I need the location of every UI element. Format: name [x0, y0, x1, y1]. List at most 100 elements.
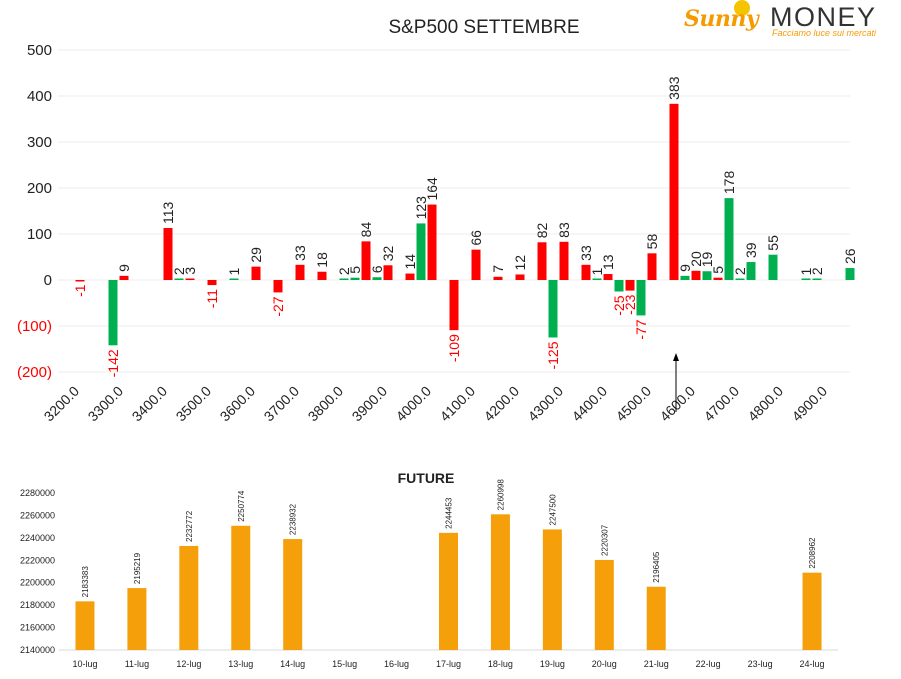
bar: [339, 278, 349, 280]
x-tick-label: 12-lug: [176, 659, 201, 669]
bar: [691, 270, 701, 280]
data-label: 2208962: [808, 537, 817, 569]
bar: [669, 103, 679, 280]
bar: [231, 525, 251, 650]
bar: [636, 280, 646, 316]
data-label: 2: [732, 267, 748, 275]
data-label: 2232772: [185, 510, 194, 542]
bar: [108, 280, 118, 346]
y-tick-label: 0: [44, 272, 52, 289]
x-tick-label: 19-lug: [540, 659, 565, 669]
data-label: 178: [721, 171, 737, 195]
data-label: -1: [72, 284, 88, 297]
y-tick-label: 2220000: [20, 555, 55, 565]
data-label: 2195219: [133, 552, 142, 584]
data-label: 2196405: [652, 551, 661, 583]
data-label: 113: [160, 201, 176, 224]
data-label: 2: [809, 267, 825, 275]
data-label: -125: [545, 341, 561, 369]
chart-title: S&P500 SETTEMBRE: [388, 17, 579, 38]
bar: [185, 278, 195, 280]
data-label: 32: [380, 245, 396, 261]
bar: [647, 253, 657, 280]
bar: [746, 262, 756, 280]
bar: [603, 274, 613, 280]
y-tick-label: 2160000: [20, 623, 55, 633]
data-label: 2238932: [289, 503, 298, 535]
bar: [490, 514, 510, 650]
bar: [812, 278, 822, 280]
bar: [273, 280, 283, 293]
x-tick-label: 21-lug: [644, 659, 669, 669]
bar: [768, 254, 778, 280]
bar: [75, 601, 95, 650]
data-label: 29: [248, 247, 264, 263]
bar: [361, 241, 371, 280]
data-label: 2244453: [445, 497, 454, 529]
sunny-money-logo: Sunny MONEY Facciamo luce sui mercati: [684, 0, 894, 44]
data-label: 2183383: [81, 566, 90, 598]
data-label: 9: [116, 264, 132, 272]
y-tick-label: (200): [17, 364, 52, 381]
bar: [515, 274, 525, 280]
data-label: 19: [699, 251, 715, 267]
data-label: 39: [743, 242, 759, 258]
data-label: 123: [413, 196, 429, 220]
bar: [119, 275, 129, 280]
data-label: 18: [314, 252, 330, 268]
bar: [702, 271, 712, 280]
bar: [625, 280, 635, 291]
data-label: 1: [226, 268, 242, 276]
open-interest-chart: S&P500 SETTEMBRE (200) (100) 0 100 200 300 400 5…: [17, 17, 858, 424]
data-label: -27: [270, 296, 286, 316]
bar: [493, 276, 503, 280]
x-tick-label: 18-lug: [488, 659, 513, 669]
bar: [372, 277, 382, 280]
x-tick-label: 20-lug: [592, 659, 617, 669]
y-tick-label: 2140000: [20, 645, 55, 655]
x-tick-label: 13-lug: [228, 659, 253, 669]
data-label: 55: [765, 235, 781, 251]
data-label: 20: [688, 251, 704, 267]
annotation-arrow-head: [673, 353, 679, 361]
bar: [581, 264, 591, 280]
bar: [405, 273, 415, 280]
bar: [439, 532, 458, 650]
data-label: 2250774: [237, 490, 246, 522]
y-tick-label: 2280000: [20, 488, 55, 498]
data-label: 7: [490, 265, 506, 273]
data-label: -25: [611, 295, 627, 315]
bar: [646, 586, 666, 650]
x-tick-label: 22-lug: [696, 659, 721, 669]
x-tick-label: 23-lug: [748, 659, 773, 669]
bar: [127, 588, 147, 650]
y-tick-label: 400: [27, 88, 52, 105]
bar: [317, 271, 327, 280]
bar: [802, 572, 822, 650]
bar: [537, 242, 547, 280]
y-tick-label: 200: [27, 180, 52, 197]
y-tick-label: 2180000: [20, 600, 55, 610]
y-tick-label: 2240000: [20, 533, 55, 543]
data-label: 58: [644, 234, 660, 250]
x-tick-label: 10-lug: [72, 659, 97, 669]
data-label: 33: [292, 245, 308, 261]
data-label: 2: [171, 267, 187, 275]
bar: [713, 277, 723, 280]
bar: [548, 280, 558, 338]
data-label: 26: [842, 248, 858, 264]
y-tick-label: 2260000: [20, 510, 55, 520]
future-chart-title: FUTURE: [398, 470, 455, 486]
bar: [724, 198, 734, 280]
x-tick-label: 15-lug: [332, 659, 357, 669]
bar: [614, 280, 624, 292]
bar: [559, 241, 569, 280]
data-label: 82: [534, 222, 550, 238]
bar: [680, 275, 690, 280]
bar: [174, 278, 184, 280]
bar: [75, 280, 85, 282]
data-label: 3: [182, 267, 198, 275]
bar: [179, 545, 199, 650]
bar: [207, 280, 217, 286]
